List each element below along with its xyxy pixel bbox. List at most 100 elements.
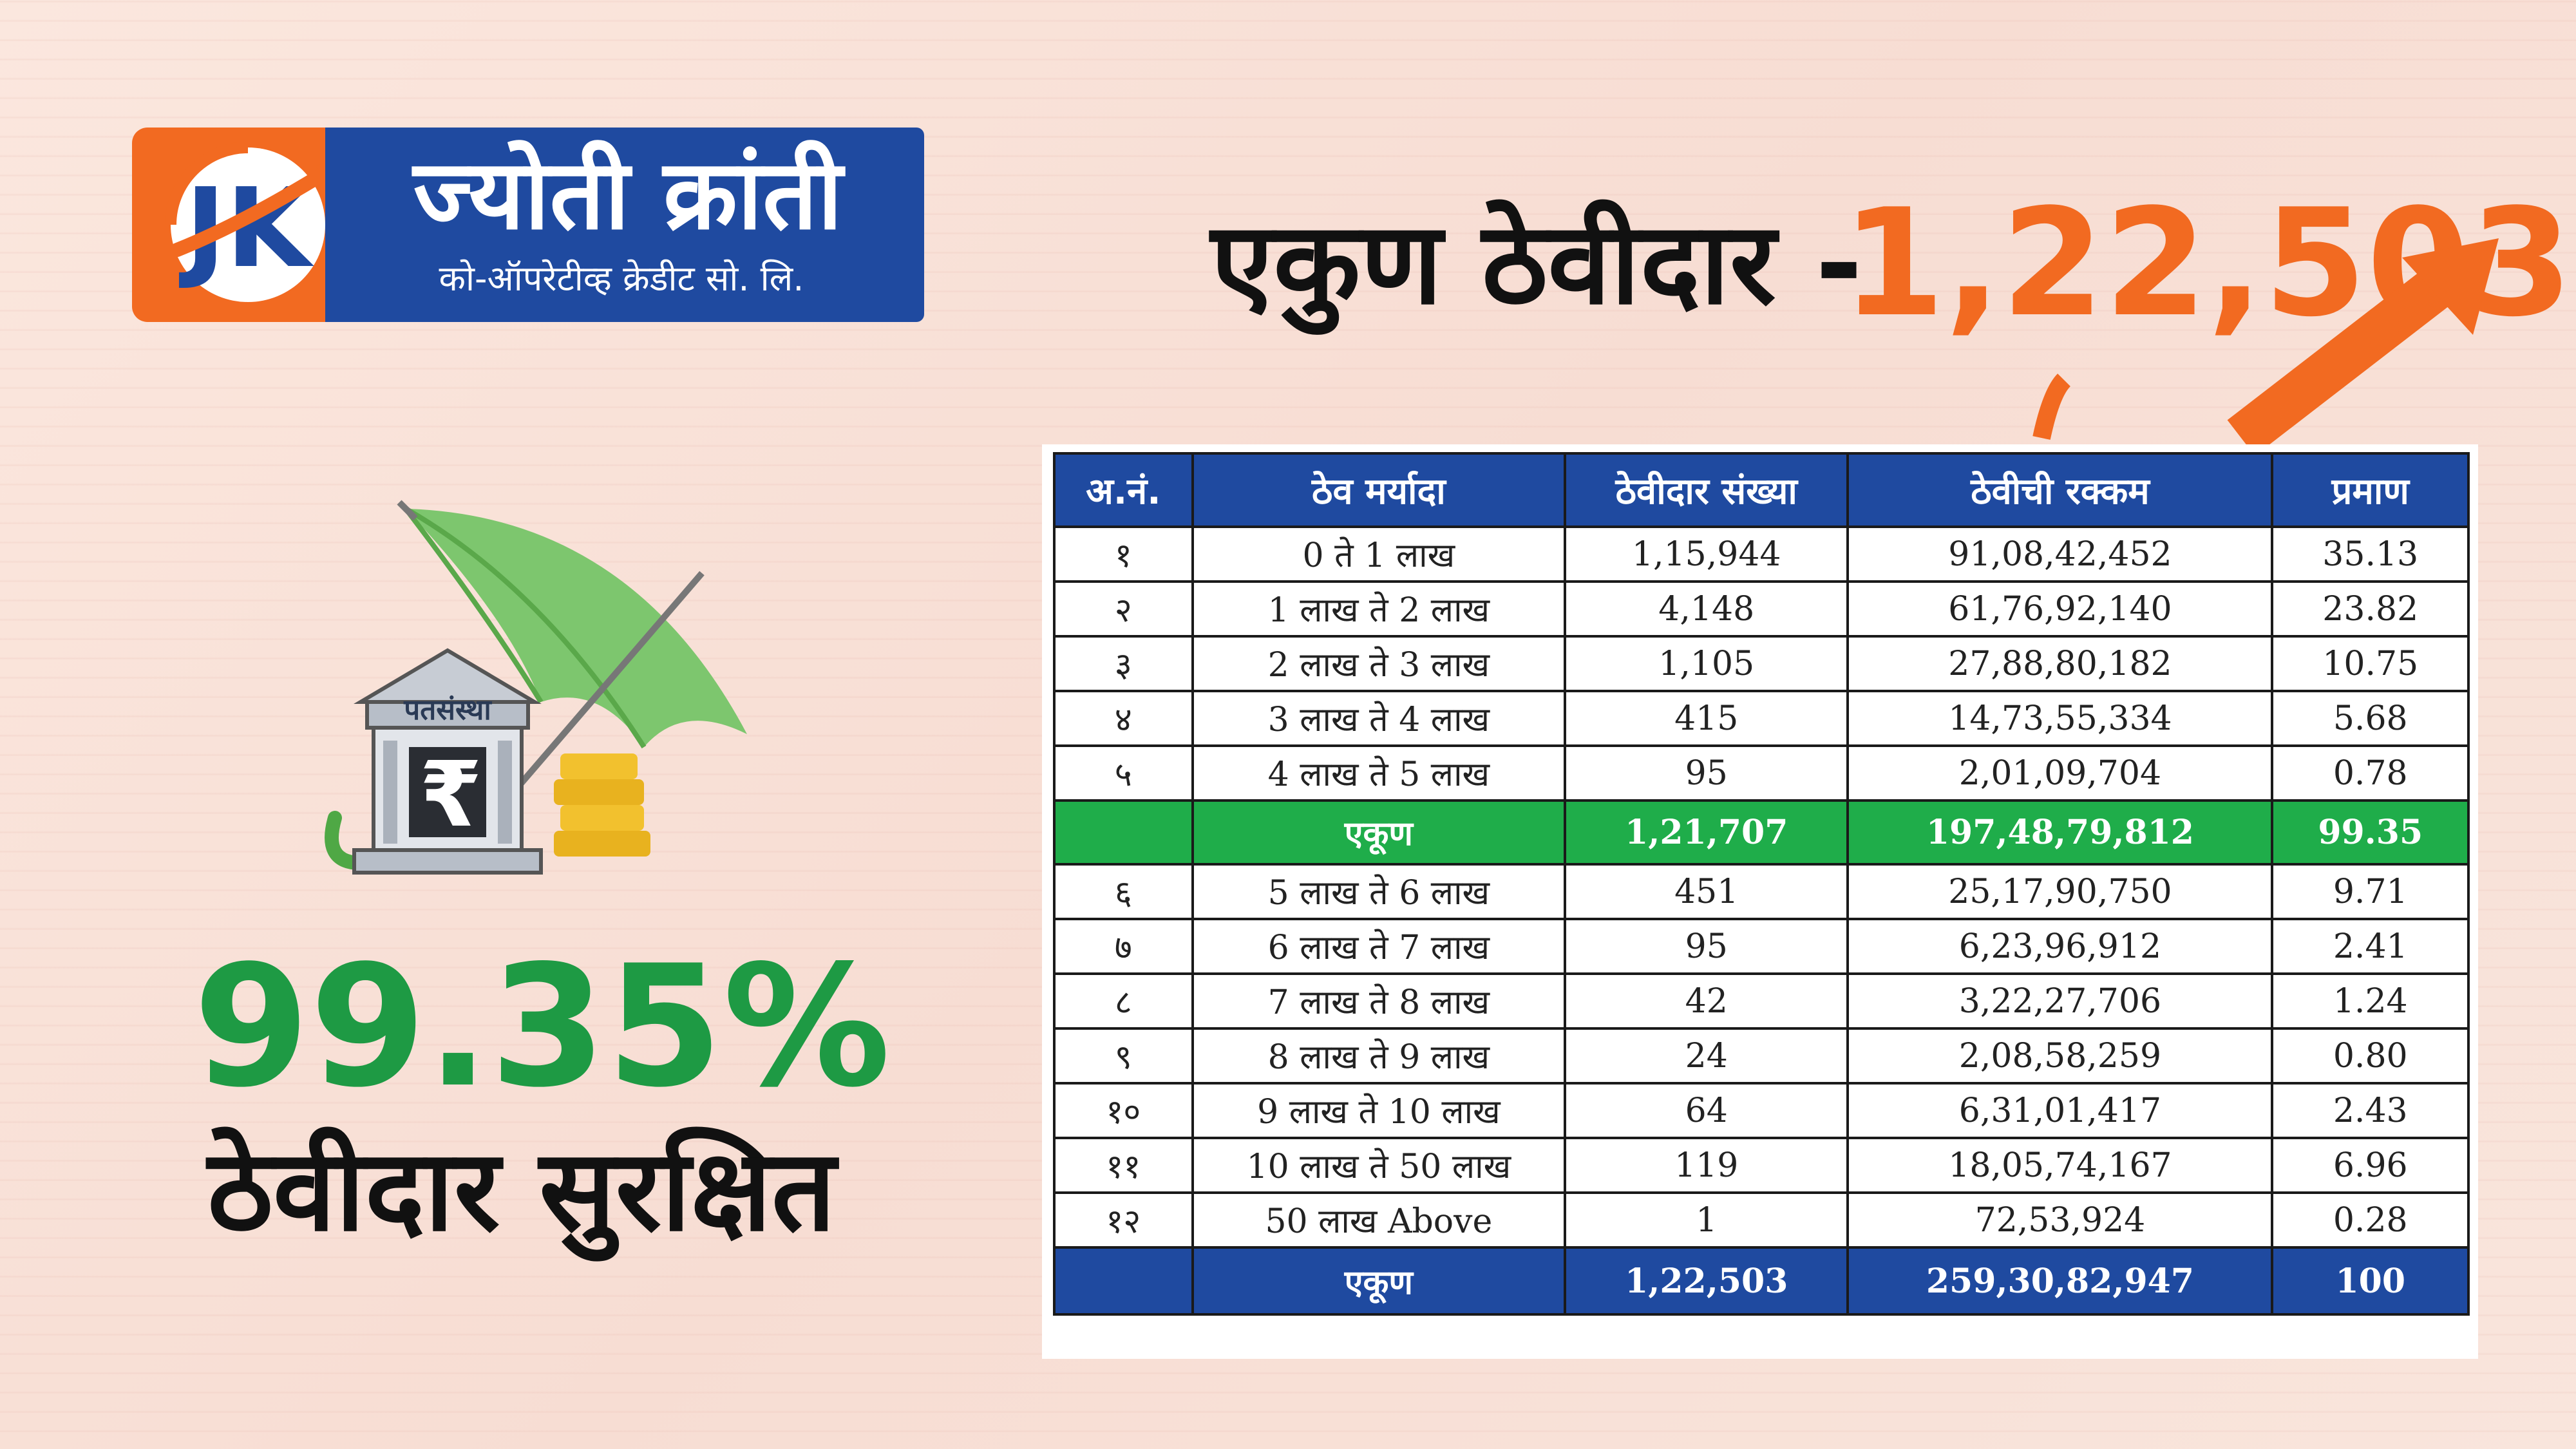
table-header-row: अ.नं. ठेव मर्यादा ठेवीदार संख्या ठेवीची … (1053, 452, 2470, 528)
cell-count: 1 (1564, 1191, 1850, 1249)
cell-serial: ६ (1053, 863, 1194, 920)
table-row: ९ 8 लाख ते 9 लाख 24 2,08,58,259 0.80 (1053, 1027, 2470, 1084)
cell-serial: २ (1053, 580, 1194, 638)
safe-label: ठेवीदार सुरक्षित (207, 1126, 836, 1256)
subtotal-amount: 197,48,79,812 (1846, 799, 2274, 866)
cell-count: 95 (1564, 918, 1850, 975)
header-range: ठेव मर्यादा (1191, 452, 1567, 528)
logo-banner (325, 128, 924, 322)
rupee-icon: ₹ (419, 743, 482, 848)
cell-serial: ७ (1053, 918, 1194, 975)
cell-count: 24 (1564, 1027, 1850, 1084)
total-serial (1053, 1246, 1194, 1316)
table-row: ७ 6 लाख ते 7 लाख 95 6,23,96,912 2.41 (1053, 918, 2470, 975)
header-serial: अ.नं. (1053, 452, 1194, 528)
safe-percentage: 99.35% (193, 930, 891, 1124)
cell-count: 42 (1564, 972, 1850, 1030)
cell-amount: 91,08,42,452 (1846, 526, 2274, 583)
brand-subtitle: को-ऑपरेटीव्ह क्रेडीट सो. लि. (439, 258, 804, 299)
cell-proportion: 35.13 (2271, 526, 2470, 583)
cell-amount: 14,73,55,334 (1846, 690, 2274, 747)
header-deposit-amount: ठेवीची रक्कम (1846, 452, 2274, 528)
cell-count: 451 (1564, 863, 1850, 920)
subtotal-count: 1,21,707 (1564, 799, 1850, 866)
cell-proportion: 0.80 (2271, 1027, 2470, 1084)
cell-range: 8 लाख ते 9 लाख (1191, 1027, 1567, 1084)
cell-range: 9 लाख ते 10 लाख (1191, 1082, 1567, 1139)
subtotal-row: एकूण 1,21,707 197,48,79,812 99.35 (1053, 799, 2470, 866)
bank-building-icon (352, 648, 543, 875)
cell-serial: ५ (1053, 744, 1194, 802)
headline: एकुण ठेवीदार - 1,22,503 (1211, 174, 2573, 341)
subtotal-proportion: 99.35 (2271, 799, 2470, 866)
cell-amount: 2,01,09,704 (1846, 744, 2274, 802)
cell-range: 0 ते 1 लाख (1191, 526, 1567, 583)
cell-serial: १० (1053, 1082, 1194, 1139)
cell-count: 119 (1564, 1137, 1850, 1194)
cell-count: 1,15,944 (1564, 526, 1850, 583)
coin-stack-icon (554, 753, 650, 857)
table-row: १२ 50 लाख Above 1 72,53,924 0.28 (1053, 1191, 2470, 1249)
cell-proportion: 2.43 (2271, 1082, 2470, 1139)
cell-amount: 61,76,92,140 (1846, 580, 2274, 638)
cell-amount: 72,53,924 (1846, 1191, 2274, 1249)
table-row: ४ 3 लाख ते 4 लाख 415 14,73,55,334 5.68 (1053, 690, 2470, 747)
brand-logo: JK ज्योती क्रांती को-ऑपरेटीव्ह क्रेडीट स… (132, 128, 924, 322)
trend-arrow-icon (2032, 238, 2499, 444)
cell-amount: 6,23,96,912 (1846, 918, 2274, 975)
cell-range: 3 लाख ते 4 लाख (1191, 690, 1567, 747)
table-row: ३ 2 लाख ते 3 लाख 1,105 27,88,80,182 10.7… (1053, 635, 2470, 692)
table-row: १० 9 लाख ते 10 लाख 64 6,31,01,417 2.43 (1053, 1082, 2470, 1139)
cell-proportion: 5.68 (2271, 690, 2470, 747)
table-row: ११ 10 लाख ते 50 लाख 119 18,05,74,167 6.9… (1053, 1137, 2470, 1194)
cell-proportion: 1.24 (2271, 972, 2470, 1030)
cell-amount: 25,17,90,750 (1846, 863, 2274, 920)
cell-amount: 27,88,80,182 (1846, 635, 2274, 692)
header-depositor-count: ठेवीदार संख्या (1564, 452, 1850, 528)
building-label: पतसंस्था (404, 694, 491, 726)
table-row: ५ 4 लाख ते 5 लाख 95 2,01,09,704 0.78 (1053, 744, 2470, 802)
headline-label: एकुण ठेवीदार - (1211, 198, 1863, 330)
cell-serial: ३ (1053, 635, 1194, 692)
cell-range: 6 लाख ते 7 लाख (1191, 918, 1567, 975)
cell-amount: 3,22,27,706 (1846, 972, 2274, 1030)
cell-count: 64 (1564, 1082, 1850, 1139)
cell-serial: ८ (1053, 972, 1194, 1030)
table-row: १ 0 ते 1 लाख 1,15,944 91,08,42,452 35.13 (1053, 526, 2470, 583)
cell-proportion: 10.75 (2271, 635, 2470, 692)
cell-amount: 18,05,74,167 (1846, 1137, 2274, 1194)
brand-name: ज्योती क्रांती (413, 139, 843, 251)
total-label: एकूण (1191, 1246, 1567, 1316)
total-count: 1,22,503 (1564, 1246, 1850, 1316)
cell-range: 7 लाख ते 8 लाख (1191, 972, 1567, 1030)
logo-mark: JK (132, 128, 354, 322)
cell-count: 4,148 (1564, 580, 1850, 638)
cell-range: 2 लाख ते 3 लाख (1191, 635, 1567, 692)
header-proportion: प्रमाण (2271, 452, 2470, 528)
total-proportion: 100 (2271, 1246, 2470, 1316)
cell-proportion: 23.82 (2271, 580, 2470, 638)
cell-count: 415 (1564, 690, 1850, 747)
cell-serial: ११ (1053, 1137, 1194, 1194)
protection-illustration (325, 500, 747, 875)
cell-proportion: 0.28 (2271, 1191, 2470, 1249)
cell-count: 1,105 (1564, 635, 1850, 692)
grand-total-row: एकूण 1,22,503 259,30,82,947 100 (1053, 1246, 2470, 1316)
cell-count: 95 (1564, 744, 1850, 802)
table-row: २ 1 लाख ते 2 लाख 4,148 61,76,92,140 23.8… (1053, 580, 2470, 638)
cell-proportion: 6.96 (2271, 1137, 2470, 1194)
cell-range: 50 लाख Above (1191, 1191, 1567, 1249)
cell-amount: 2,08,58,259 (1846, 1027, 2274, 1084)
cell-proportion: 9.71 (2271, 863, 2470, 920)
cell-range: 1 लाख ते 2 लाख (1191, 580, 1567, 638)
jk-monogram-icon: JK (165, 142, 345, 302)
table-row: ६ 5 लाख ते 6 लाख 451 25,17,90,750 9.71 (1053, 863, 2470, 920)
cell-serial: ४ (1053, 690, 1194, 747)
cell-proportion: 0.78 (2271, 744, 2470, 802)
total-amount: 259,30,82,947 (1846, 1246, 2274, 1316)
table-row: ८ 7 लाख ते 8 लाख 42 3,22,27,706 1.24 (1053, 972, 2470, 1030)
subtotal-label: एकूण (1191, 799, 1567, 866)
cell-serial: १ (1053, 526, 1194, 583)
cell-range: 5 लाख ते 6 लाख (1191, 863, 1567, 920)
cell-proportion: 2.41 (2271, 918, 2470, 975)
